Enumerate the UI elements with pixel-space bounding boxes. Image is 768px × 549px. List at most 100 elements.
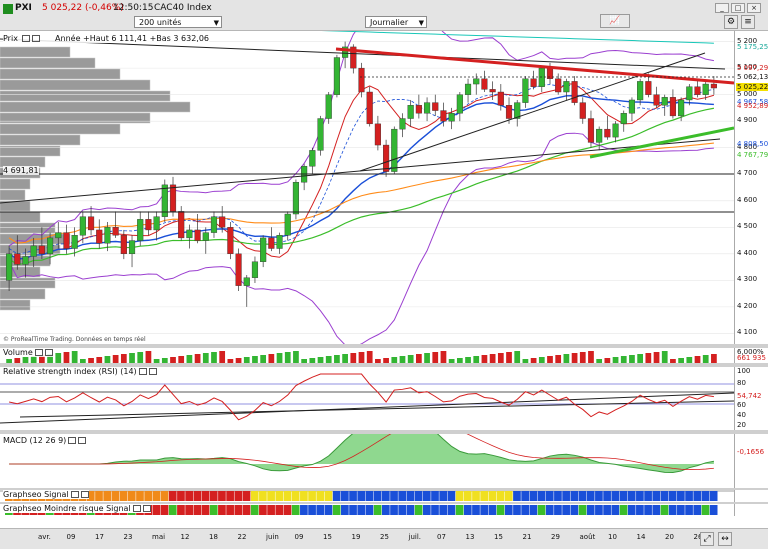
pane-menu-icon[interactable] bbox=[22, 35, 31, 42]
settings-button[interactable]: ⚙ bbox=[724, 15, 738, 29]
candle-body[interactable] bbox=[22, 256, 29, 265]
candle-body[interactable] bbox=[153, 216, 160, 231]
candle-body[interactable] bbox=[210, 216, 218, 233]
candle-body[interactable] bbox=[432, 102, 439, 111]
candle-body[interactable] bbox=[612, 123, 619, 138]
candle-body[interactable] bbox=[186, 229, 193, 239]
candle-body[interactable] bbox=[563, 81, 570, 93]
candle-body[interactable] bbox=[702, 83, 709, 95]
candle-body[interactable] bbox=[473, 78, 480, 85]
candle-body[interactable] bbox=[694, 86, 701, 95]
candle-body[interactable] bbox=[555, 78, 562, 93]
pane-menu-icon[interactable] bbox=[70, 491, 79, 498]
candle-body[interactable] bbox=[243, 277, 250, 286]
resistance-line[interactable] bbox=[335, 47, 734, 85]
pane-close-icon[interactable] bbox=[80, 491, 89, 498]
zoom-button[interactable]: ⤢ bbox=[700, 532, 714, 546]
candle-body[interactable] bbox=[407, 105, 414, 119]
candle-body[interactable] bbox=[571, 81, 578, 103]
candle-body[interactable] bbox=[6, 253, 13, 281]
units-select[interactable]: 200 unités ▼ bbox=[134, 16, 222, 28]
candle-body[interactable] bbox=[440, 110, 447, 122]
pane-close-icon[interactable] bbox=[142, 505, 151, 512]
candle-body[interactable] bbox=[661, 97, 668, 106]
candle-body[interactable] bbox=[423, 102, 431, 114]
candle-body[interactable] bbox=[669, 97, 676, 117]
candle-body[interactable] bbox=[71, 235, 78, 249]
pane-settings-icon[interactable] bbox=[32, 35, 41, 42]
trendline[interactable] bbox=[359, 52, 706, 172]
pane-separator[interactable] bbox=[0, 363, 768, 367]
candle-body[interactable] bbox=[325, 94, 332, 119]
candle-body[interactable] bbox=[38, 245, 45, 255]
candle-body[interactable] bbox=[514, 102, 521, 119]
candle-body[interactable] bbox=[374, 123, 381, 146]
candle-body[interactable] bbox=[112, 227, 119, 236]
pane-menu-icon[interactable] bbox=[34, 349, 43, 356]
candle-body[interactable] bbox=[710, 83, 717, 89]
candle-body[interactable] bbox=[637, 81, 644, 101]
candle-body[interactable] bbox=[47, 237, 54, 255]
candle-body[interactable] bbox=[620, 113, 627, 125]
pane-menu-icon[interactable] bbox=[132, 505, 141, 512]
pane-menu-icon[interactable] bbox=[138, 368, 147, 375]
pane-close-icon[interactable] bbox=[44, 349, 53, 356]
candle-body[interactable] bbox=[579, 102, 586, 119]
pane-close-icon[interactable] bbox=[148, 368, 157, 375]
candle-body[interactable] bbox=[456, 94, 463, 114]
candle-body[interactable] bbox=[604, 128, 611, 138]
candle-body[interactable] bbox=[260, 237, 267, 262]
candle-body[interactable] bbox=[169, 184, 177, 212]
candle-body[interactable] bbox=[587, 118, 595, 143]
candle-body[interactable] bbox=[399, 118, 406, 130]
candle-body[interactable] bbox=[194, 229, 201, 241]
candle-body[interactable] bbox=[63, 232, 70, 249]
pane-separator[interactable] bbox=[0, 430, 768, 434]
candle-body[interactable] bbox=[415, 105, 422, 114]
candle-body[interactable] bbox=[309, 150, 316, 167]
candle-body[interactable] bbox=[628, 99, 636, 114]
candle-body[interactable] bbox=[645, 81, 652, 95]
pane-menu-icon[interactable] bbox=[68, 437, 77, 444]
candle-body[interactable] bbox=[79, 216, 86, 236]
candle-body[interactable] bbox=[145, 219, 152, 231]
close-button[interactable]: × bbox=[747, 3, 761, 13]
price-axis[interactable]: 5 200 5 100 5 000 4 900 4 800 4 700 4 600 4 500… bbox=[734, 31, 768, 344]
candle-body[interactable] bbox=[678, 99, 685, 117]
candle-body[interactable] bbox=[522, 78, 529, 103]
candle-body[interactable] bbox=[137, 219, 144, 241]
candle-body[interactable] bbox=[350, 46, 357, 69]
candle-body[interactable] bbox=[391, 128, 398, 172]
candle-body[interactable] bbox=[30, 245, 37, 257]
date-axis[interactable]: avr. 09 17 23 mai 12 18 22 juin 09 15 19 25 juil. 07 13… bbox=[0, 528, 768, 549]
candle-body[interactable] bbox=[284, 213, 291, 236]
candle-body[interactable] bbox=[538, 67, 545, 87]
candle-body[interactable] bbox=[505, 105, 513, 119]
candle-body[interactable] bbox=[333, 57, 340, 95]
scroll-button[interactable]: ↔ bbox=[718, 532, 732, 546]
pane-separator[interactable] bbox=[0, 502, 768, 504]
candle-body[interactable] bbox=[448, 113, 455, 122]
candle-body[interactable] bbox=[342, 46, 349, 58]
candle-body[interactable] bbox=[104, 227, 111, 244]
support-line[interactable] bbox=[589, 126, 734, 159]
candle-body[interactable] bbox=[686, 86, 693, 101]
candle-body[interactable] bbox=[383, 144, 390, 172]
candle-body[interactable] bbox=[161, 184, 168, 217]
candle-body[interactable] bbox=[276, 235, 283, 249]
candle-body[interactable] bbox=[358, 67, 365, 93]
trendline[interactable] bbox=[0, 38, 726, 70]
minimize-button[interactable]: _ bbox=[715, 3, 729, 13]
candle-body[interactable] bbox=[120, 235, 127, 255]
candle-body[interactable] bbox=[489, 89, 496, 93]
candle-body[interactable] bbox=[497, 91, 504, 106]
pane-separator[interactable] bbox=[0, 344, 768, 348]
candle-body[interactable] bbox=[653, 94, 660, 106]
list-button[interactable]: ≡ bbox=[741, 15, 755, 29]
candle-body[interactable] bbox=[366, 91, 373, 125]
candle-body[interactable] bbox=[14, 253, 21, 265]
period-select[interactable]: Journalier ▼ bbox=[365, 16, 427, 28]
pane-separator[interactable] bbox=[0, 488, 768, 492]
candle-body[interactable] bbox=[292, 181, 300, 215]
candle-body[interactable] bbox=[128, 240, 136, 255]
